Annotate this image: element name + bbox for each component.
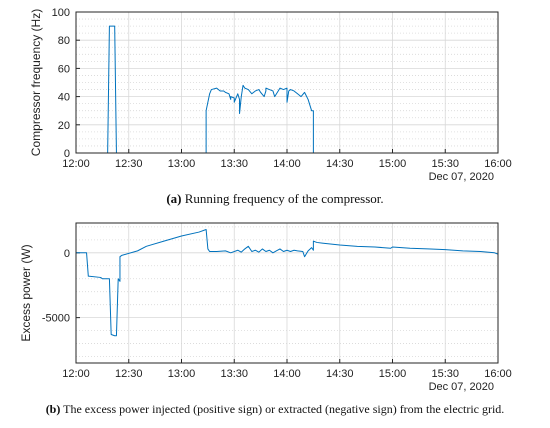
series-line-0 — [107, 25, 314, 154]
x-tick-label: 15:30 — [431, 158, 459, 170]
caption-b: (b) The excess power injected (positive … — [0, 402, 550, 417]
chart-compressor-frequency: 0 20 40 60 80 100 12:00 12:30 13:00 13:30 14:00 14:… — [29, 7, 512, 183]
caption-a-text: Running frequency of the compressor. — [181, 191, 384, 206]
y-tick-label: 40 — [58, 92, 70, 104]
x-tick-label: 14:30 — [326, 158, 354, 170]
x-tick-label: 13:00 — [168, 368, 196, 380]
x-tick-label: 12:30 — [115, 158, 143, 170]
y-tick-label: 100 — [52, 7, 70, 19]
caption-b-text: The excess power injected (positive sign… — [60, 402, 505, 416]
axes-box — [75, 222, 499, 364]
x-tick-label: 16:00 — [484, 368, 512, 380]
y-tick-label: 0 — [64, 248, 70, 260]
x-tick-label: 13:30 — [220, 368, 248, 380]
y-tick-label: 0 — [64, 148, 70, 160]
caption-a: (a) Running frequency of the compressor. — [0, 191, 550, 207]
date-label: Dec 07, 2020 — [429, 381, 494, 393]
y-axis-label: Excess power (W) — [19, 244, 33, 341]
caption-b-label: (b) — [45, 402, 61, 416]
caption-a-label: (a) — [166, 191, 182, 206]
axes-box — [75, 11, 499, 154]
x-tick-label: 14:00 — [273, 158, 301, 170]
x-tick-label: 13:00 — [168, 158, 196, 170]
x-tick-label: 15:00 — [379, 368, 407, 380]
x-tick-label: 13:30 — [220, 158, 248, 170]
y-tick-label: -5000 — [42, 313, 70, 325]
series-line-0 — [76, 228, 499, 337]
x-tick-label: 12:30 — [115, 368, 143, 380]
y-tick-label: 80 — [58, 35, 70, 47]
y-tick-label: 20 — [58, 120, 70, 132]
x-tick-label: 15:00 — [379, 158, 407, 170]
x-tick-label: 12:00 — [62, 368, 90, 380]
chart-excess-power: 0 -5000 12:00 12:30 13:00 13:30 14:00 14:30 15:0… — [19, 222, 512, 393]
x-tick-label: 14:00 — [273, 368, 301, 380]
x-tick-label: 12:00 — [62, 158, 90, 170]
date-label: Dec 07, 2020 — [429, 171, 494, 183]
x-tick-label: 15:30 — [431, 368, 459, 380]
x-tick-label: 14:30 — [326, 368, 354, 380]
y-tick-label: 60 — [58, 63, 70, 75]
x-tick-label: 16:00 — [484, 158, 512, 170]
y-axis-label: Compressor frequency (Hz) — [29, 9, 43, 156]
